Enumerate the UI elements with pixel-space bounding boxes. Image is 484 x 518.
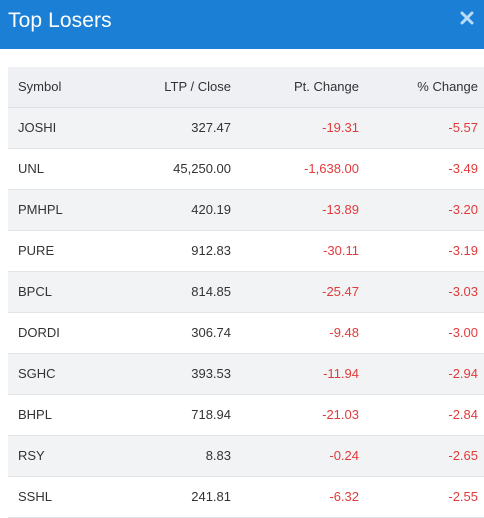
symbol-cell: PMHPL <box>8 189 115 231</box>
modal-header: Top Losers <box>0 0 484 49</box>
table-header-row: Symbol LTP / Close Pt. Change % Change <box>8 67 484 108</box>
modal-title: Top Losers <box>8 9 112 32</box>
pt-change-cell: -21.03 <box>231 394 360 436</box>
table-row[interactable]: DORDI 306.74 -9.48 -3.00 <box>8 312 484 354</box>
ltp-cell: 393.53 <box>115 353 231 395</box>
ltp-cell: 241.81 <box>115 476 231 518</box>
losers-table-container: Symbol LTP / Close Pt. Change % Change J… <box>8 67 484 518</box>
pct-change-cell: -5.57 <box>360 107 484 149</box>
symbol-cell: PURE <box>8 230 115 272</box>
ltp-cell: 45,250.00 <box>115 148 231 190</box>
pct-change-cell: -2.94 <box>360 353 484 395</box>
column-header-ltp: LTP / Close <box>115 67 231 108</box>
pct-change-cell: -3.03 <box>360 271 484 313</box>
table-row[interactable]: BPCL 814.85 -25.47 -3.03 <box>8 271 484 313</box>
close-icon[interactable] <box>460 11 474 25</box>
pct-change-cell: -3.19 <box>360 230 484 272</box>
pct-change-cell: -2.55 <box>360 476 484 518</box>
pct-change-cell: -3.49 <box>360 148 484 190</box>
table-row[interactable]: PURE 912.83 -30.11 -3.19 <box>8 230 484 272</box>
symbol-cell: UNL <box>8 148 115 190</box>
symbol-cell: RSY <box>8 435 115 477</box>
ltp-cell: 718.94 <box>115 394 231 436</box>
symbol-cell: DORDI <box>8 312 115 354</box>
table-row[interactable]: RSY 8.83 -0.24 -2.65 <box>8 435 484 477</box>
pt-change-cell: -30.11 <box>231 230 360 272</box>
table-row[interactable]: PMHPL 420.19 -13.89 -3.20 <box>8 189 484 231</box>
symbol-cell: BPCL <box>8 271 115 313</box>
pct-change-cell: -3.00 <box>360 312 484 354</box>
symbol-cell: SSHL <box>8 476 115 518</box>
pt-change-cell: -11.94 <box>231 353 360 395</box>
table-row[interactable]: UNL 45,250.00 -1,638.00 -3.49 <box>8 148 484 190</box>
ltp-cell: 912.83 <box>115 230 231 272</box>
symbol-cell: JOSHI <box>8 107 115 149</box>
column-header-pt-change: Pt. Change <box>231 67 360 108</box>
pt-change-cell: -0.24 <box>231 435 360 477</box>
table-row[interactable]: BHPL 718.94 -21.03 -2.84 <box>8 394 484 436</box>
symbol-cell: SGHC <box>8 353 115 395</box>
table-row[interactable]: JOSHI 327.47 -19.31 -5.57 <box>8 107 484 149</box>
ltp-cell: 420.19 <box>115 189 231 231</box>
ltp-cell: 8.83 <box>115 435 231 477</box>
pct-change-cell: -2.84 <box>360 394 484 436</box>
column-header-symbol: Symbol <box>8 67 115 108</box>
losers-table: Symbol LTP / Close Pt. Change % Change J… <box>8 67 484 518</box>
table-row[interactable]: SGHC 393.53 -11.94 -2.94 <box>8 353 484 395</box>
ltp-cell: 306.74 <box>115 312 231 354</box>
pt-change-cell: -19.31 <box>231 107 360 149</box>
table-row[interactable]: SSHL 241.81 -6.32 -2.55 <box>8 476 484 518</box>
ltp-cell: 327.47 <box>115 107 231 149</box>
pt-change-cell: -9.48 <box>231 312 360 354</box>
pt-change-cell: -6.32 <box>231 476 360 518</box>
pt-change-cell: -13.89 <box>231 189 360 231</box>
pt-change-cell: -25.47 <box>231 271 360 313</box>
pct-change-cell: -3.20 <box>360 189 484 231</box>
ltp-cell: 814.85 <box>115 271 231 313</box>
column-header-pct-change: % Change <box>360 67 484 108</box>
pt-change-cell: -1,638.00 <box>231 148 360 190</box>
pct-change-cell: -2.65 <box>360 435 484 477</box>
symbol-cell: BHPL <box>8 394 115 436</box>
